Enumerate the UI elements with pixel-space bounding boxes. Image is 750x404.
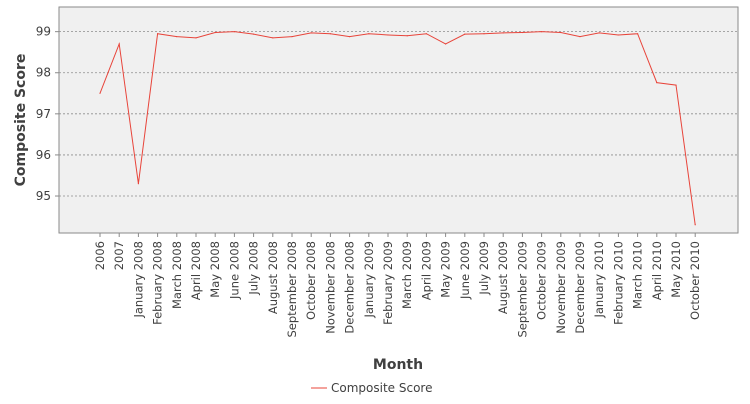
x-tick-label-april-2008: April 2008 bbox=[189, 241, 203, 300]
x-tick-label-july-2009: July 2009 bbox=[477, 241, 491, 296]
data-point-june-2008 bbox=[233, 31, 235, 33]
x-tick-label-january-2009: January 2009 bbox=[362, 241, 376, 319]
data-point-november-2008 bbox=[329, 33, 331, 35]
x-tick-label-march-2009: March 2009 bbox=[400, 241, 414, 309]
data-point-april-2010 bbox=[656, 82, 658, 84]
x-tick-label-november-2009: November 2009 bbox=[554, 241, 568, 334]
x-tick-label-march-2008: March 2008 bbox=[170, 241, 184, 309]
data-point-july-2009 bbox=[483, 33, 485, 35]
data-point-january-2008 bbox=[137, 183, 139, 185]
x-tick-label-may-2008: May 2008 bbox=[208, 241, 222, 298]
x-tick-label-2007: 2007 bbox=[112, 241, 126, 270]
data-point-january-2010 bbox=[598, 32, 600, 34]
x-tick-label-july-2008: July 2008 bbox=[247, 241, 261, 296]
x-tick-label-october-2009: October 2009 bbox=[535, 241, 549, 320]
y-axis-ticks: 95 96 97 98 99 bbox=[36, 25, 59, 203]
x-tick-label-december-2008: December 2008 bbox=[343, 241, 357, 334]
data-point-february-2010 bbox=[617, 34, 620, 36]
x-axis-ticks: 2006 2007 January 2008 February 2008 March 2… bbox=[93, 233, 702, 338]
x-tick-label-november-2008: November 2008 bbox=[323, 241, 337, 334]
data-point-may-2009 bbox=[445, 43, 447, 45]
data-point-october-2010 bbox=[694, 224, 696, 226]
x-tick-label-january-2008: January 2008 bbox=[131, 241, 145, 319]
x-tick-label-september-2008: September 2008 bbox=[285, 241, 299, 338]
data-point-february-2008 bbox=[157, 33, 159, 35]
data-point-march-2009 bbox=[406, 35, 408, 37]
y-tick-label-99: 99 bbox=[36, 25, 51, 39]
data-point-june-2009 bbox=[464, 33, 466, 35]
series-layer bbox=[99, 31, 696, 226]
x-tick-label-2006: 2006 bbox=[93, 241, 107, 270]
x-tick-label-december-2009: December 2009 bbox=[573, 241, 587, 334]
y-tick-label-98: 98 bbox=[36, 66, 51, 80]
x-tick-label-february-2010: February 2010 bbox=[611, 241, 625, 325]
data-point-october-2009 bbox=[541, 31, 543, 33]
y-tick-label-96: 96 bbox=[36, 148, 51, 162]
data-point-may-2008 bbox=[214, 31, 216, 34]
x-tick-label-august-2009: August 2009 bbox=[496, 241, 510, 314]
data-point-september-2009 bbox=[521, 31, 524, 34]
data-point-october-2008 bbox=[310, 32, 312, 34]
data-point-april-2008 bbox=[195, 37, 197, 39]
data-point-december-2009 bbox=[579, 35, 581, 38]
data-point-2007 bbox=[118, 43, 120, 45]
data-point-august-2009 bbox=[502, 32, 504, 34]
data-point-may-2010 bbox=[675, 84, 677, 86]
series-line-composite-score bbox=[99, 31, 696, 225]
x-tick-label-february-2008: February 2008 bbox=[151, 241, 165, 325]
data-point-march-2010 bbox=[637, 33, 639, 35]
x-tick-label-may-2009: May 2009 bbox=[439, 241, 453, 298]
grid-lines bbox=[59, 31, 738, 197]
data-point-2006 bbox=[99, 92, 101, 94]
legend-label-composite-score: Composite Score bbox=[331, 381, 432, 395]
x-tick-label-may-2010: May 2010 bbox=[669, 241, 683, 298]
x-tick-label-february-2009: February 2009 bbox=[381, 241, 395, 325]
data-point-july-2008 bbox=[253, 33, 255, 35]
data-point-march-2008 bbox=[176, 35, 178, 38]
x-tick-label-october-2010: October 2010 bbox=[688, 241, 702, 320]
data-point-september-2008 bbox=[291, 35, 293, 38]
x-tick-label-october-2008: October 2008 bbox=[304, 241, 318, 320]
x-axis-label: Month bbox=[373, 357, 423, 373]
x-tick-label-august-2008: August 2008 bbox=[266, 241, 280, 314]
data-point-november-2009 bbox=[560, 31, 562, 34]
legend: Composite Score bbox=[311, 381, 432, 395]
data-point-february-2009 bbox=[387, 34, 389, 36]
x-tick-label-june-2008: June 2008 bbox=[227, 241, 241, 300]
y-tick-label-95: 95 bbox=[36, 189, 51, 203]
x-tick-label-june-2009: June 2009 bbox=[458, 241, 472, 300]
data-point-april-2009 bbox=[425, 33, 427, 35]
y-axis-label: Composite Score bbox=[13, 54, 29, 187]
x-tick-label-april-2009: April 2009 bbox=[419, 241, 433, 300]
data-point-august-2008 bbox=[272, 37, 274, 39]
data-point-january-2009 bbox=[368, 33, 370, 35]
x-tick-label-january-2010: January 2010 bbox=[592, 241, 606, 319]
y-tick-label-97: 97 bbox=[36, 107, 51, 121]
x-tick-label-march-2010: March 2010 bbox=[631, 241, 645, 309]
x-tick-label-april-2010: April 2010 bbox=[650, 241, 664, 300]
x-tick-label-september-2009: September 2009 bbox=[515, 241, 529, 338]
data-point-december-2008 bbox=[349, 35, 351, 38]
plot-background bbox=[58, 6, 739, 234]
